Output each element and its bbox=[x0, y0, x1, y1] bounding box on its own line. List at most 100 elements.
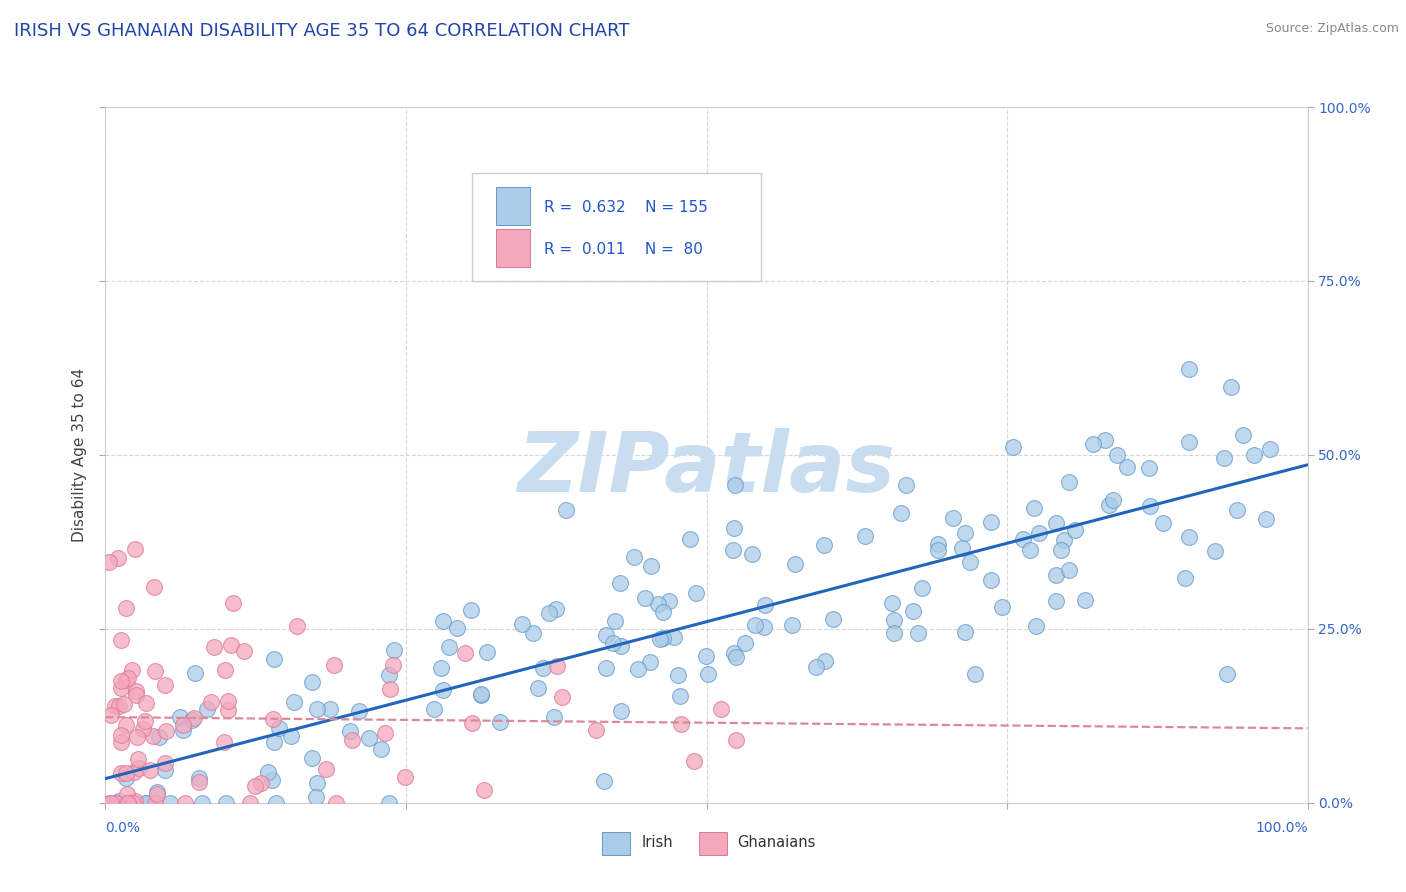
Point bbox=[669, 716, 692, 731]
Point bbox=[283, 696, 305, 710]
Point bbox=[110, 766, 132, 780]
Point bbox=[108, 794, 131, 808]
Text: IRISH VS GHANAIAN DISABILITY AGE 35 TO 64 CORRELATION CHART: IRISH VS GHANAIAN DISABILITY AGE 35 TO 6… bbox=[14, 22, 630, 40]
Point bbox=[115, 787, 138, 801]
Point bbox=[122, 796, 145, 810]
Point bbox=[422, 702, 444, 716]
Point bbox=[200, 695, 222, 709]
Point bbox=[1152, 516, 1174, 530]
Point bbox=[181, 713, 204, 727]
Point bbox=[1064, 524, 1087, 538]
Point bbox=[1012, 532, 1035, 546]
Point bbox=[429, 661, 451, 675]
Point bbox=[546, 658, 568, 673]
Point bbox=[1219, 380, 1241, 394]
Point bbox=[370, 742, 392, 756]
Point bbox=[374, 726, 396, 740]
Point bbox=[555, 503, 578, 517]
Point bbox=[214, 663, 236, 677]
Point bbox=[263, 735, 285, 749]
Point bbox=[264, 796, 287, 810]
Point bbox=[135, 696, 157, 710]
Text: R =  0.011    N =  80: R = 0.011 N = 80 bbox=[544, 242, 703, 257]
Point bbox=[121, 663, 143, 677]
Point bbox=[1083, 437, 1105, 451]
Point bbox=[723, 521, 745, 535]
Point bbox=[593, 773, 616, 788]
Point bbox=[104, 796, 127, 810]
Point bbox=[890, 506, 912, 520]
Point bbox=[110, 681, 132, 696]
Point bbox=[347, 704, 370, 718]
Point bbox=[695, 648, 717, 663]
Point bbox=[1216, 666, 1239, 681]
Point bbox=[232, 644, 254, 658]
Point bbox=[814, 654, 837, 668]
Y-axis label: Disability Age 35 to 64: Disability Age 35 to 64 bbox=[72, 368, 87, 542]
Point bbox=[1057, 563, 1080, 577]
Point bbox=[378, 667, 401, 681]
Point bbox=[609, 704, 631, 718]
Point bbox=[172, 718, 194, 732]
Point bbox=[1028, 525, 1050, 540]
Point bbox=[460, 603, 482, 617]
Point bbox=[195, 702, 218, 716]
Point bbox=[107, 698, 129, 713]
Point bbox=[305, 789, 328, 804]
Point bbox=[1045, 567, 1067, 582]
Point bbox=[990, 600, 1012, 615]
Point bbox=[1258, 442, 1281, 456]
Point bbox=[280, 730, 302, 744]
Point bbox=[647, 598, 669, 612]
Point bbox=[146, 787, 169, 801]
Point bbox=[110, 735, 132, 749]
Point bbox=[125, 684, 148, 698]
Point bbox=[437, 640, 460, 654]
Point bbox=[1045, 594, 1067, 608]
Point bbox=[307, 776, 329, 790]
Point bbox=[173, 796, 195, 810]
Text: Source: ZipAtlas.com: Source: ZipAtlas.com bbox=[1265, 22, 1399, 36]
Point bbox=[145, 664, 167, 678]
Point bbox=[603, 615, 626, 629]
Point bbox=[1102, 492, 1125, 507]
Point bbox=[384, 643, 406, 657]
Point bbox=[510, 616, 533, 631]
Point bbox=[191, 796, 214, 810]
Point bbox=[754, 598, 776, 612]
Point bbox=[627, 662, 650, 676]
Point bbox=[432, 614, 454, 628]
Point bbox=[134, 714, 156, 729]
Point bbox=[115, 796, 138, 810]
Point bbox=[257, 764, 280, 779]
Point bbox=[155, 678, 177, 692]
Point bbox=[546, 602, 568, 616]
Point bbox=[543, 710, 565, 724]
Point bbox=[1232, 428, 1254, 442]
Point bbox=[907, 626, 929, 640]
Point bbox=[1177, 362, 1199, 376]
Point bbox=[724, 478, 747, 492]
Point bbox=[263, 652, 285, 666]
Point bbox=[382, 657, 405, 672]
Point bbox=[243, 779, 266, 793]
Point bbox=[1057, 475, 1080, 489]
Point bbox=[127, 752, 149, 766]
Point bbox=[143, 580, 166, 594]
Point bbox=[124, 794, 146, 808]
Point bbox=[250, 776, 273, 790]
Point bbox=[1178, 530, 1201, 544]
Point bbox=[651, 631, 673, 645]
Point bbox=[602, 636, 624, 650]
Point bbox=[823, 612, 845, 626]
Point bbox=[883, 613, 905, 627]
Point bbox=[710, 701, 733, 715]
Point bbox=[1105, 448, 1128, 462]
Point bbox=[305, 701, 328, 715]
Point bbox=[285, 619, 308, 633]
Text: 0.0%: 0.0% bbox=[105, 821, 141, 835]
Point bbox=[638, 655, 661, 669]
Point bbox=[780, 618, 803, 632]
Point bbox=[340, 732, 363, 747]
Point bbox=[853, 528, 876, 542]
